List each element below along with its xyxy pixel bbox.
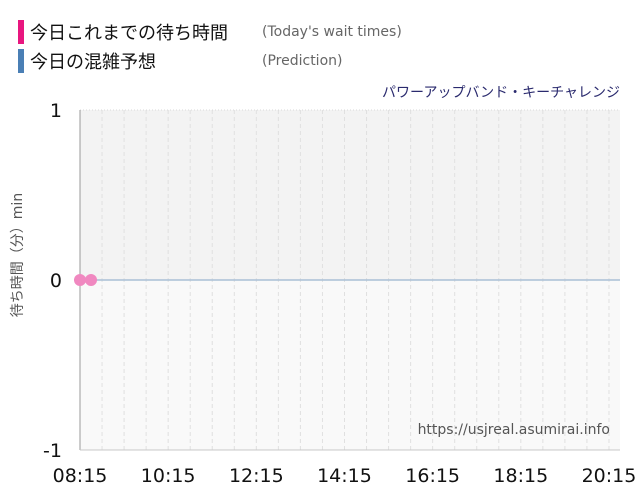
tick-labels: 1 0 -1 08:15 10:15 12:15 14:15 16:15 18:15 20:15 bbox=[43, 100, 636, 487]
y-tick-label: -1 bbox=[43, 440, 62, 462]
x-tick-label: 12:15 bbox=[229, 465, 284, 487]
plot-background-upper bbox=[80, 110, 620, 280]
x-tick-label: 08:15 bbox=[53, 465, 108, 487]
y-axis-label: 待ち時間（分）min bbox=[10, 192, 26, 318]
legend-label-prediction: 今日の混雑予想 bbox=[30, 52, 156, 73]
legend-label-today: 今日これまでの待ち時間 bbox=[30, 23, 228, 44]
data-point-today bbox=[85, 274, 98, 286]
y-tick-label: 1 bbox=[50, 100, 62, 122]
watermark: https://usjreal.asumirai.info bbox=[417, 422, 610, 438]
legend-item-today: 今日これまでの待ち時間 (Today's wait times) bbox=[18, 19, 402, 45]
plot-background-lower bbox=[80, 280, 620, 450]
x-tick-label: 18:15 bbox=[493, 465, 548, 487]
x-tick-label: 20:15 bbox=[582, 465, 637, 487]
series-layer bbox=[74, 274, 620, 286]
legend-item-prediction: 今日の混雑予想 (Prediction) bbox=[18, 48, 342, 74]
legend-swatch-prediction bbox=[18, 49, 24, 73]
y-tick-label: 0 bbox=[50, 270, 62, 292]
data-point-today bbox=[74, 274, 86, 286]
x-tick-label: 16:15 bbox=[405, 465, 460, 487]
x-tick-label: 10:15 bbox=[141, 465, 196, 487]
legend-sublabel-prediction: (Prediction) bbox=[262, 53, 343, 69]
ride-name: パワーアップバンド・キーチャレンジ bbox=[382, 85, 620, 101]
x-tick-label: 14:15 bbox=[317, 465, 372, 487]
legend-swatch-today bbox=[18, 20, 24, 44]
legend-sublabel-today: (Today's wait times) bbox=[262, 24, 402, 40]
